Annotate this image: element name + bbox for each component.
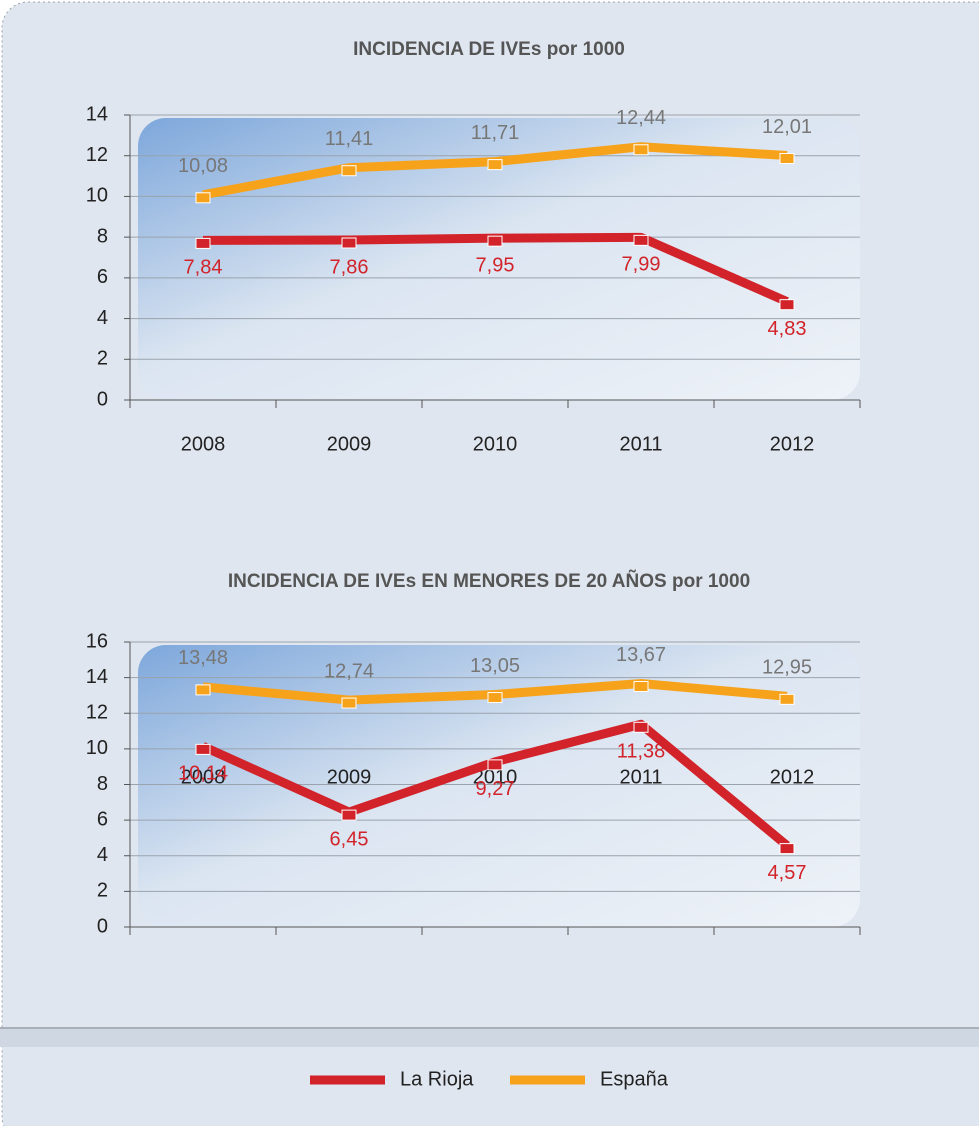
plot-background	[138, 645, 860, 927]
data-label: 12,74	[324, 660, 374, 682]
y-tick-label: 8	[97, 225, 108, 247]
separator-shadow	[0, 1029, 979, 1047]
y-tick-label: 14	[86, 103, 108, 125]
y-tick-label: 8	[97, 773, 108, 795]
data-label: 7,84	[184, 257, 223, 279]
marker	[779, 299, 795, 311]
marker	[487, 159, 503, 171]
marker	[341, 809, 357, 821]
data-label: 7,95	[476, 254, 515, 276]
marker	[779, 693, 795, 705]
data-label: 11,41	[325, 128, 374, 150]
y-tick-label: 4	[97, 844, 108, 866]
y-tick-label: 14	[86, 666, 108, 688]
data-label: 11,38	[617, 741, 666, 763]
data-label: 6,45	[330, 828, 369, 850]
marker	[633, 721, 649, 733]
marker	[341, 165, 357, 177]
data-label: 9,27	[476, 778, 515, 800]
marker	[633, 234, 649, 246]
x-tick-label: 2010	[473, 433, 518, 455]
y-tick-label: 12	[86, 702, 108, 724]
x-tick-label: 2012	[770, 766, 815, 788]
data-label: 4,57	[768, 862, 807, 884]
y-tick-label: 0	[97, 915, 108, 937]
x-tick-label: 2009	[327, 433, 372, 455]
data-label: 13,67	[616, 644, 666, 666]
marker	[341, 237, 357, 249]
marker	[487, 759, 503, 771]
chart-title: INCIDENCIA DE IVEs EN MENORES DE 20 AÑOS…	[228, 570, 750, 592]
y-tick-label: 6	[97, 266, 108, 288]
x-tick-label: 2011	[619, 766, 662, 788]
legend-label: La Rioja	[400, 1068, 474, 1090]
x-tick-label: 2008	[181, 766, 226, 788]
y-tick-label: 12	[86, 144, 108, 166]
data-label: 10,08	[178, 155, 228, 177]
marker	[633, 144, 649, 156]
y-tick-label: 16	[86, 630, 108, 652]
marker	[633, 681, 649, 693]
data-label: 7,86	[330, 256, 369, 278]
data-label: 4,83	[768, 318, 807, 340]
y-tick-label: 4	[97, 307, 108, 329]
data-label: 12,95	[762, 657, 812, 679]
marker	[195, 743, 211, 755]
y-tick-label: 6	[97, 808, 108, 830]
x-tick-label: 2009	[327, 766, 372, 788]
data-label: 10,14	[178, 763, 228, 785]
data-label: 13,05	[470, 655, 520, 677]
marker	[779, 843, 795, 855]
y-tick-label: 10	[86, 185, 108, 207]
data-label: 13,48	[178, 647, 228, 669]
x-tick-label: 2012	[770, 433, 815, 455]
plot-background	[138, 118, 860, 400]
marker	[195, 192, 211, 204]
marker	[487, 692, 503, 704]
x-tick-label: 2008	[181, 433, 226, 455]
data-label: 12,44	[616, 107, 666, 129]
marker	[487, 235, 503, 247]
legend-label: España	[600, 1068, 669, 1090]
x-tick-label: 2010	[473, 766, 518, 788]
data-label: 7,99	[622, 254, 661, 276]
marker	[779, 153, 795, 165]
y-tick-label: 10	[86, 737, 108, 759]
y-tick-label: 0	[97, 388, 108, 410]
marker	[195, 684, 211, 696]
y-tick-label: 2	[97, 880, 108, 902]
x-tick-label: 2011	[619, 433, 662, 455]
data-label: 11,71	[471, 122, 520, 144]
chart-title: INCIDENCIA DE IVEs por 1000	[353, 39, 625, 60]
y-tick-label: 2	[97, 348, 108, 370]
marker	[341, 697, 357, 709]
marker	[195, 237, 211, 249]
data-label: 12,01	[762, 116, 812, 138]
